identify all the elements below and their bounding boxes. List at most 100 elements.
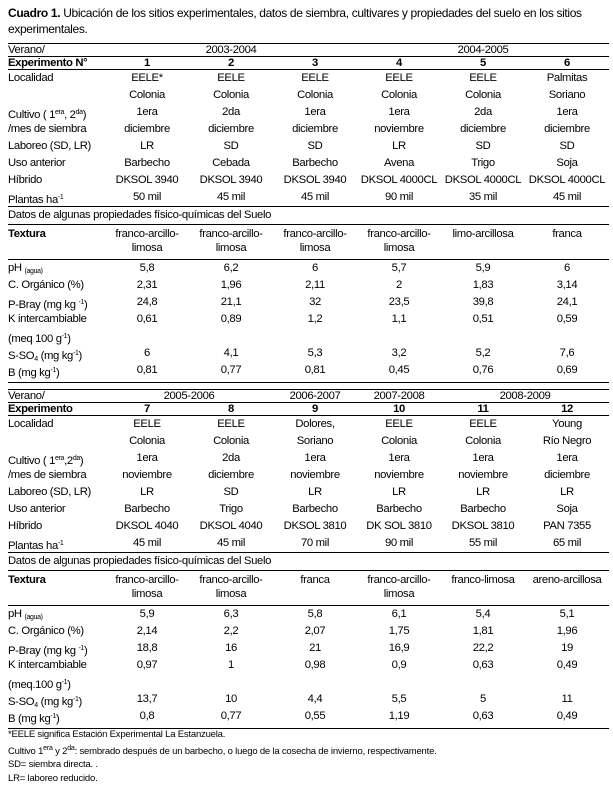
table-cell: 0,81 <box>105 362 189 383</box>
table-cell: EELE Colonia <box>189 70 273 105</box>
cell-line: Dolores, <box>295 418 335 430</box>
cell-line: C. Orgánico (%) <box>8 623 105 640</box>
table-cell: 45 mil <box>189 189 273 207</box>
supscript: -1 <box>78 299 84 306</box>
cell-line: limosa <box>215 588 247 600</box>
table-cell: LR <box>441 484 525 501</box>
text-run: ) <box>78 350 83 362</box>
cell-line: Barbecho <box>376 503 422 515</box>
cell-line: (meq.100 g-1) <box>8 674 105 691</box>
cell-line: EELE <box>385 72 413 84</box>
cell-line: limosa <box>215 242 247 254</box>
text-run: Cultivo ( 1 <box>8 455 56 467</box>
table-cell: 0,49 <box>525 657 609 691</box>
table-cell: 35 mil <box>441 189 525 207</box>
row-label: K intercambiable (meq 100 g-1) <box>8 311 105 345</box>
cell-line: B (mg kg-1) <box>8 708 105 725</box>
cell-line: EELE <box>469 418 497 430</box>
texture-cell: franca <box>273 570 357 606</box>
cell-line: franco-arcillo- <box>115 228 179 240</box>
table-cell: DKSOL 4000CL <box>525 172 609 189</box>
table-cell: 5,1 <box>525 606 609 624</box>
table-cell: 21 <box>273 640 357 657</box>
table-row: S-SO4 (mg kg-1) 13,7 10 4,4 5,5 5 11 <box>8 691 609 709</box>
cell-line: noviembre <box>122 469 172 481</box>
table-cell: 0,81 <box>273 362 357 383</box>
table-cell: 6,3 <box>189 606 273 624</box>
table-cell: 23,5 <box>357 294 441 311</box>
text-run: (meq 100 g <box>8 333 62 345</box>
supscript: era <box>55 109 65 116</box>
table-block-2005-2009: Verano/2005-2006 2006-2007 2007-2008 2008-2… <box>8 389 609 729</box>
experiment-number: 8 <box>189 402 273 416</box>
cell-line: S-SO4 (mg kg-1) <box>8 691 105 709</box>
table-cell: 6,2 <box>189 260 273 278</box>
cell-line: 5,7 <box>391 262 407 274</box>
cell-line: 1era <box>136 106 158 118</box>
table-cell: 1era noviembre <box>441 450 525 484</box>
verano-label: Verano/ <box>8 389 105 403</box>
cell-line: 1 <box>228 659 234 671</box>
cell-line: franco-arcillo- <box>199 228 263 240</box>
cell-line: noviembre <box>374 469 424 481</box>
cell-line: 5 <box>480 693 486 705</box>
cell-line: 2da <box>474 106 492 118</box>
table-cell: 0,63 <box>441 657 525 691</box>
cell-line: franco-arcillo- <box>367 228 431 240</box>
cell-line: 2,11 <box>305 279 325 291</box>
cell-line: Barbecho <box>460 503 506 515</box>
text-run: S-SO <box>8 350 35 362</box>
cell-line: EELE <box>133 418 161 430</box>
cell-line: DKSOL 3810 <box>283 520 347 532</box>
cell-line: 0,55 <box>304 710 326 722</box>
cell-line: 1era <box>388 106 410 118</box>
table-cell: SD <box>189 484 273 501</box>
text-run: C. Orgánico (%) <box>8 625 84 637</box>
cell-line <box>189 328 273 345</box>
cell-line: DKSOL 4000CL <box>360 174 438 186</box>
cell-line: 1era <box>388 452 410 464</box>
cell-line: 0,49 <box>556 659 578 671</box>
table-cell: 13,7 <box>105 691 189 708</box>
cell-line: diciembre <box>460 123 506 135</box>
table-cell: 5,7 <box>357 260 441 278</box>
supscript: -1 <box>61 679 68 686</box>
verano-label: Verano/ <box>8 43 105 57</box>
text-run: ) <box>67 679 71 691</box>
table-cell: 55 mil <box>441 535 525 553</box>
cell-line: 19 <box>561 642 573 654</box>
cell-line: Híbrido <box>8 518 105 535</box>
text-run: B (mg kg <box>8 713 51 725</box>
texture-cell: franco-arcillo-limosa <box>105 570 189 606</box>
row-label: Híbrido <box>8 518 105 535</box>
text-run: S-SO <box>8 696 35 708</box>
season-header: 2003-2004 <box>105 43 357 57</box>
cell-line: 32 <box>309 296 321 308</box>
cell-line: Colonia <box>297 89 333 101</box>
text-run: Uso anterior <box>8 503 66 515</box>
table-cell: 1,96 <box>525 623 609 640</box>
table-cell: 0,89 <box>189 311 273 345</box>
experiment-row: Experimento 7 8 9 10 11 12 <box>8 402 609 416</box>
cell-line: 1,2 <box>307 313 323 325</box>
text-run: ) <box>82 109 87 121</box>
cell-line: LR <box>140 486 154 498</box>
text-run: ) <box>83 645 88 657</box>
cell-line: SD <box>223 486 239 498</box>
row-label: Plantas ha-1 <box>8 535 105 553</box>
text-run: ) <box>78 696 83 708</box>
cell-line: 1era <box>556 106 578 118</box>
cell-line: 3,14 <box>556 279 578 291</box>
cell-line: Young <box>552 418 582 430</box>
table-cell: 6 <box>105 345 189 362</box>
table-cell: DKSOL 4000CL <box>441 172 525 189</box>
table-row: Híbrido DKSOL 3940 DKSOL 3940 DKSOL 3940 DKS… <box>8 172 609 189</box>
table-row: Localidad EELE Colonia EELE Colonia Dolores, S… <box>8 416 609 451</box>
cell-line: 7,6 <box>559 347 575 359</box>
table-row: B (mg kg-1) 0,81 0,77 0,81 0,45 0,76 0,69 <box>8 362 609 383</box>
cell-line: 2,31 <box>136 279 158 291</box>
row-label: Laboreo (SD, LR) <box>8 484 105 501</box>
cell-line: 5,9 <box>475 262 491 274</box>
text-run: (mg kg <box>37 696 74 708</box>
text-run: K intercambiable <box>8 659 87 671</box>
